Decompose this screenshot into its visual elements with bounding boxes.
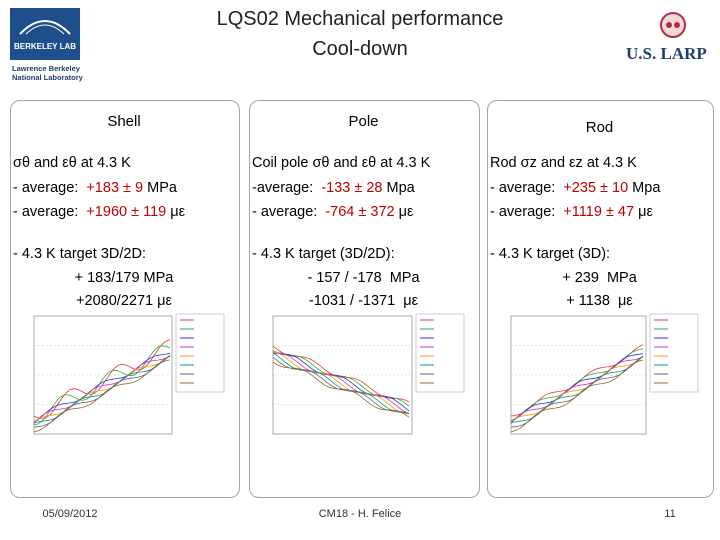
target-label: - 4.3 K target 3D/2D: <box>13 246 146 262</box>
plot-decoration <box>175 313 225 393</box>
plot-decoration <box>510 344 644 417</box>
plot-thumbnail <box>272 313 465 435</box>
footer-page: 11 <box>664 508 676 520</box>
plot-decoration <box>33 355 171 423</box>
target-value: + 239 MPa <box>562 270 637 286</box>
average-label: Rod σz and εz at 4.3 K <box>490 155 637 171</box>
average-unit: Mpa <box>628 180 661 196</box>
logo-left-name: BERKELEY LAB <box>13 42 77 51</box>
average-prefix: -average: <box>252 180 322 196</box>
logo-left-subtitle-line: National Laboratory <box>12 73 83 82</box>
average-value: +235 ± 10 <box>563 180 629 196</box>
target-value: + 1138 με <box>566 293 633 309</box>
column-box <box>487 100 714 498</box>
average-line: -average: -133 ± 28 Mpa <box>252 180 415 196</box>
column-box <box>10 100 240 498</box>
average-unit: με <box>634 204 653 220</box>
average-line: - average: +183 ± 9 MPa <box>13 180 177 196</box>
average-prefix: - average: <box>490 204 564 220</box>
average-line: - average: +235 ± 10 Mpa <box>490 180 660 196</box>
plot-decoration <box>272 361 410 418</box>
logo-left-box: BERKELEY LAB <box>10 8 80 60</box>
plot-decoration <box>510 356 644 428</box>
logo-right-icon <box>660 12 686 38</box>
logo-left-subtitle-line: Lawrence Berkeley <box>12 64 80 73</box>
average-label: σθ and εθ at 4.3 K <box>13 155 131 171</box>
average-unit: με <box>394 204 414 220</box>
target-value: +2080/2271 με <box>76 293 172 309</box>
plot-thumbnail <box>510 313 699 435</box>
title-line: LQS02 Mechanical performance <box>216 8 504 30</box>
plot-decoration <box>33 352 171 424</box>
average-value: -133 ± 28 <box>321 180 383 196</box>
plot-decoration <box>510 356 644 423</box>
plot-decoration <box>33 354 171 424</box>
plot-decoration <box>510 356 644 423</box>
target-value: -1031 / -1371 με <box>308 293 419 309</box>
plot-decoration <box>33 355 171 428</box>
target-label: - 4.3 K target (3D/2D): <box>252 246 395 262</box>
footer-date: 05/09/2012 <box>42 508 98 520</box>
average-line: - average: +1960 ± 119 με <box>13 204 185 220</box>
average-prefix: - average: <box>13 204 87 220</box>
plot-decoration <box>272 352 410 415</box>
plot-decoration <box>272 351 410 415</box>
average-value: -764 ± 372 <box>325 204 395 220</box>
target-value: + 183/179 MPa <box>74 270 174 286</box>
plot-decoration <box>415 313 465 393</box>
average-prefix: - average: <box>252 204 326 220</box>
plot-decoration <box>649 313 699 393</box>
column-heading: Shell <box>107 113 141 130</box>
plot-decoration <box>510 353 644 424</box>
logo-arc <box>19 20 71 35</box>
average-value: +1119 ± 47 <box>563 204 635 220</box>
footer-center: CM18 - H. Felice <box>318 508 402 520</box>
plot-decoration <box>272 352 410 412</box>
logo-left-subtitle: Lawrence Berkeley National Laboratory <box>12 64 83 82</box>
column-box <box>249 100 480 498</box>
average-unit: MPa <box>143 180 177 196</box>
average-line: - average: +1119 ± 47 με <box>490 204 653 220</box>
plot-decoration <box>510 359 644 433</box>
plot-decoration <box>272 345 410 403</box>
average-prefix: - average: <box>13 180 87 196</box>
plot-thumbnail <box>33 313 225 435</box>
average-value: +183 ± 9 <box>86 180 144 196</box>
plot-decoration <box>272 356 410 415</box>
target-value: - 157 / -178 MPa <box>307 270 420 286</box>
logo-right-text: U.S. LARP <box>626 44 707 63</box>
target-label: - 4.3 K target (3D): <box>490 246 611 262</box>
title-line: Cool-down <box>312 38 408 60</box>
average-value: +1960 ± 119 <box>86 204 167 220</box>
average-prefix: - average: <box>490 180 564 196</box>
average-unit: με <box>166 204 186 220</box>
column-heading: Rod <box>585 119 614 136</box>
average-unit: Mpa <box>382 180 415 196</box>
plot-decoration <box>33 359 171 433</box>
average-label: Coil pole σθ and εθ at 4.3 K <box>252 155 431 171</box>
plot-decoration <box>33 355 171 423</box>
column-heading: Pole <box>348 113 379 130</box>
average-line: - average: -764 ± 372 με <box>252 204 413 220</box>
